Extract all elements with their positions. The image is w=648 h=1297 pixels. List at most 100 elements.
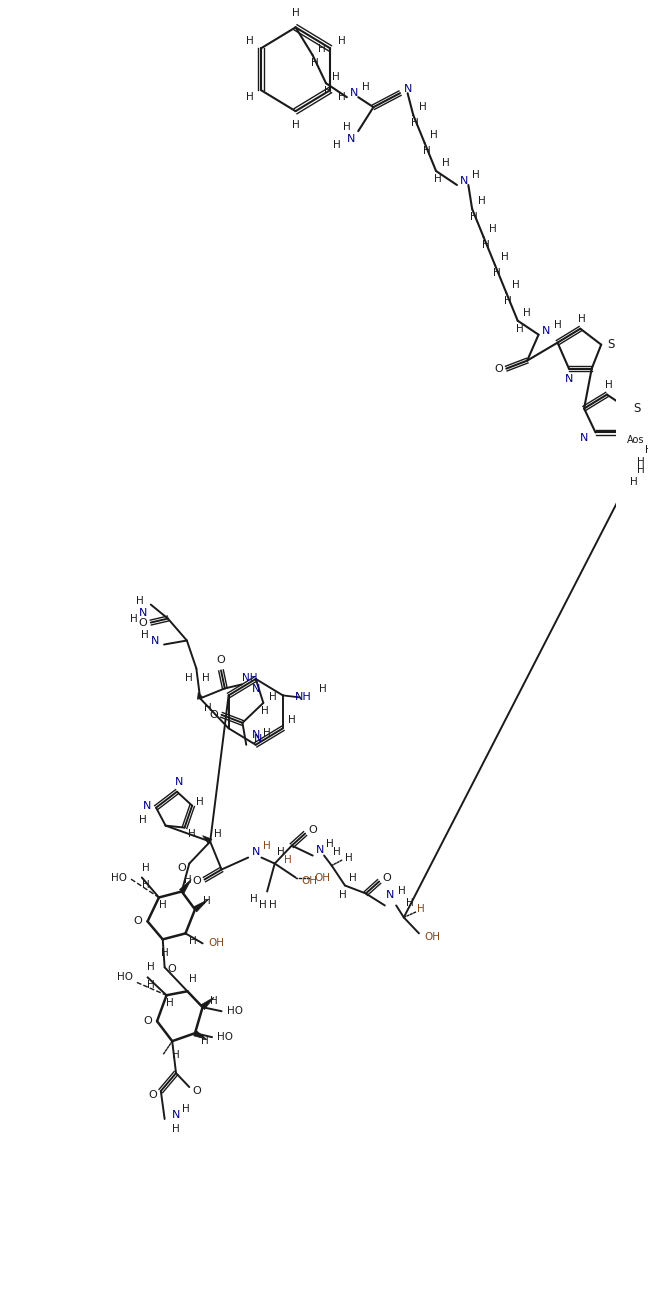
Text: H: H: [430, 130, 438, 140]
Text: N: N: [175, 777, 183, 787]
Text: H: H: [130, 613, 137, 624]
Text: H: H: [269, 691, 277, 702]
Text: N: N: [565, 374, 573, 384]
Polygon shape: [201, 997, 214, 1009]
Text: H: H: [334, 140, 341, 150]
Text: O: O: [133, 917, 143, 926]
Text: H: H: [261, 706, 269, 716]
Text: H: H: [277, 847, 284, 856]
Text: H: H: [318, 44, 326, 54]
Text: H: H: [246, 92, 253, 102]
Text: N: N: [347, 134, 355, 144]
Text: H: H: [470, 211, 478, 222]
Text: H: H: [478, 196, 485, 206]
Polygon shape: [179, 879, 191, 894]
Text: H: H: [250, 895, 258, 904]
Text: N: N: [351, 88, 358, 99]
Text: H: H: [292, 8, 299, 18]
Text: N: N: [143, 800, 151, 811]
Text: H: H: [292, 121, 299, 130]
Text: N: N: [251, 847, 260, 856]
Text: H: H: [434, 174, 442, 184]
Text: H: H: [345, 852, 353, 863]
Text: H: H: [419, 102, 426, 112]
Text: H: H: [553, 319, 561, 329]
Text: HO: HO: [111, 873, 127, 882]
Text: O: O: [139, 617, 148, 628]
Text: N: N: [150, 636, 159, 646]
Text: H: H: [630, 477, 638, 488]
Text: O: O: [216, 655, 226, 665]
Bar: [618, 431, 648, 450]
Text: H: H: [139, 815, 146, 825]
Text: H: H: [500, 252, 508, 262]
Text: H: H: [343, 122, 351, 132]
Text: H: H: [246, 36, 253, 47]
Text: N: N: [542, 326, 550, 336]
Text: H: H: [637, 466, 645, 476]
Text: H: H: [288, 716, 296, 725]
Text: H: H: [324, 86, 332, 96]
Text: H: H: [645, 445, 648, 455]
Text: O: O: [168, 964, 177, 974]
Text: H: H: [259, 900, 267, 910]
Polygon shape: [203, 835, 212, 844]
Text: O: O: [382, 873, 391, 882]
Text: H: H: [362, 82, 370, 92]
Text: N: N: [580, 433, 588, 444]
Text: H: H: [406, 899, 413, 908]
Text: H: H: [210, 996, 218, 1006]
Text: O: O: [143, 1017, 152, 1026]
Text: H: H: [481, 240, 489, 250]
Text: H: H: [203, 896, 210, 907]
Text: N: N: [251, 684, 260, 694]
Text: H: H: [214, 829, 222, 839]
Text: H: H: [493, 267, 501, 278]
Text: NH: NH: [295, 693, 312, 703]
Text: H: H: [332, 73, 340, 82]
Text: H: H: [442, 158, 450, 169]
Text: H: H: [512, 280, 520, 289]
Text: H: H: [148, 981, 156, 991]
Text: H: H: [338, 92, 345, 102]
Text: H: H: [349, 873, 356, 882]
Text: OH: OH: [301, 877, 317, 887]
Text: H: H: [489, 224, 497, 233]
Text: S: S: [634, 402, 641, 415]
Text: Aos: Aos: [627, 436, 644, 445]
Text: H: H: [135, 595, 143, 606]
Text: H: H: [204, 703, 212, 713]
Text: H: H: [189, 974, 197, 984]
Text: H: H: [411, 118, 419, 128]
Text: NH: NH: [242, 673, 257, 684]
Text: N: N: [253, 734, 262, 743]
Text: O: O: [494, 363, 503, 374]
Text: H: H: [334, 847, 341, 856]
Text: H: H: [422, 147, 430, 156]
Text: N: N: [316, 844, 325, 855]
Text: H: H: [183, 874, 191, 885]
Text: H: H: [605, 380, 612, 389]
Text: H: H: [524, 307, 531, 318]
Text: O: O: [192, 1086, 202, 1096]
Text: N: N: [172, 1110, 180, 1121]
Text: H: H: [172, 1051, 180, 1060]
Text: H: H: [310, 58, 318, 69]
Text: H: H: [189, 936, 197, 947]
Text: HO: HO: [117, 973, 133, 982]
Polygon shape: [198, 693, 203, 699]
Text: H: H: [148, 962, 156, 973]
Text: H: H: [142, 863, 150, 873]
Text: S: S: [607, 339, 614, 351]
Text: H: H: [185, 673, 192, 684]
Text: OH: OH: [208, 938, 224, 948]
Text: H: H: [263, 728, 271, 738]
Text: N: N: [386, 891, 395, 900]
Text: O: O: [192, 877, 202, 887]
Text: H: H: [504, 296, 512, 306]
Text: H: H: [637, 458, 645, 467]
Text: H: H: [338, 36, 345, 47]
Text: N: N: [404, 84, 411, 95]
Polygon shape: [194, 1031, 206, 1039]
Text: H: H: [339, 891, 347, 900]
